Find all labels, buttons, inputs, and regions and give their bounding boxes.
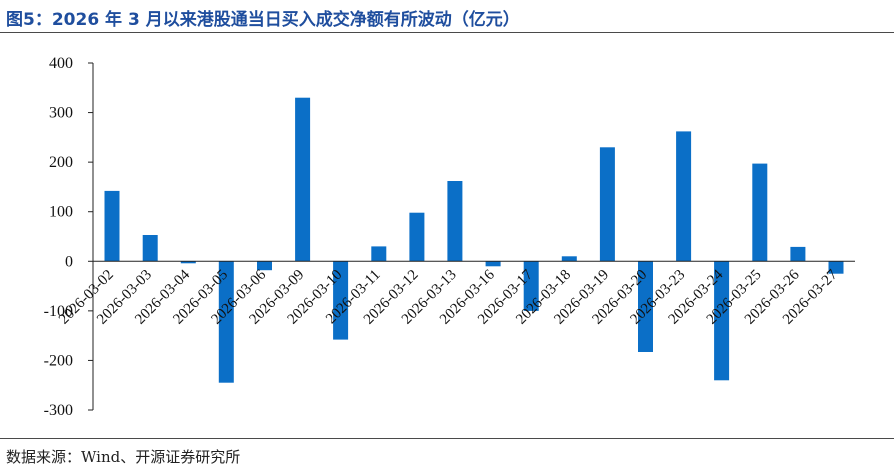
source-note: 数据来源：Wind、开源证券研究所 (6, 448, 241, 466)
bottom-rule (0, 438, 894, 439)
bar-2026-03-12 (409, 212, 425, 262)
bar-2026-03-03 (142, 235, 158, 262)
bar-2026-03-18 (561, 256, 577, 262)
bar-2026-03-17 (523, 261, 539, 311)
bar-2026-03-10 (333, 261, 349, 340)
top-rule (0, 32, 894, 33)
bar-2026-03-16 (485, 261, 501, 267)
bar-2026-03-19 (599, 147, 615, 262)
bar-2026-03-04 (180, 261, 196, 264)
x-ticks-group: 2026-03-022026-03-032026-03-042026-03-05… (56, 266, 841, 327)
bar-2026-03-26 (790, 246, 806, 262)
y-tick-label: -200 (44, 352, 73, 369)
y-tick-label: 100 (49, 204, 73, 221)
bar-2026-03-02 (104, 190, 120, 262)
y-tick-label: -100 (44, 303, 73, 320)
bar-2026-03-23 (676, 131, 692, 262)
bar-2026-03-27 (828, 261, 844, 274)
y-tick-label: 300 (49, 105, 73, 122)
bars-group (104, 97, 844, 383)
chart-title: 图5：2026 年 3 月以来港股通当日买入成交净额有所波动（亿元） (6, 10, 520, 30)
y-tick-label: 0 (65, 253, 73, 270)
y-tick-label: -300 (44, 402, 73, 419)
bar-2026-03-13 (447, 181, 463, 262)
bar-2026-03-25 (752, 163, 768, 262)
bar-2026-03-20 (638, 261, 653, 352)
bar-2026-03-11 (371, 246, 387, 262)
y-tick-label: 200 (49, 154, 73, 171)
y-ticks-group: 400 300 200 100 0 -100 -200 -300 (44, 55, 93, 419)
bar-2026-03-06 (257, 261, 272, 271)
bar-2026-03-09 (295, 97, 311, 262)
bar-2026-03-05 (218, 261, 234, 383)
bar-chart: 400 300 200 100 0 -100 -200 -300 2026-03-022026… (44, 55, 855, 419)
bar-2026-03-24 (714, 261, 730, 381)
y-tick-label: 400 (49, 55, 73, 72)
